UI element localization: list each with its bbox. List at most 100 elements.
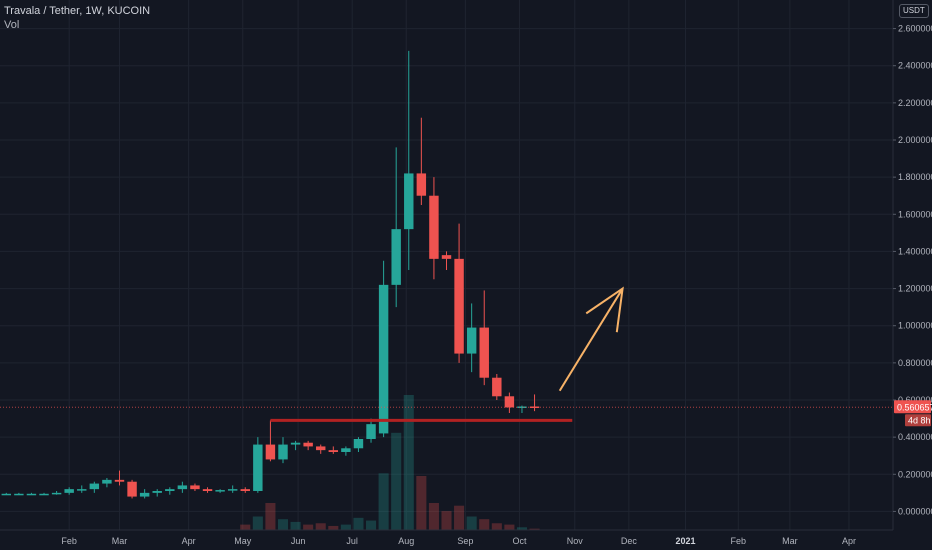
candle-body bbox=[366, 424, 376, 439]
volume-bars bbox=[240, 395, 540, 530]
candle-body bbox=[77, 489, 87, 491]
candle-body bbox=[39, 493, 49, 496]
volume-bar bbox=[441, 511, 452, 530]
price-tick-label: 0.600000 bbox=[898, 395, 932, 405]
trend-arrow-head bbox=[585, 286, 624, 333]
candle-body bbox=[378, 284, 389, 434]
candle-body bbox=[253, 444, 263, 491]
volume-bar bbox=[491, 523, 502, 530]
time-tick-label: Feb bbox=[731, 536, 747, 546]
candle-body bbox=[64, 489, 74, 493]
candle-body bbox=[290, 442, 301, 445]
time-tick-label: 2021 bbox=[675, 536, 695, 546]
countdown-box bbox=[905, 414, 931, 427]
candle-body bbox=[190, 485, 200, 490]
price-tick-label: 0.000000 bbox=[898, 506, 932, 516]
volume-label[interactable]: Vol bbox=[4, 19, 20, 31]
volume-bar bbox=[479, 519, 490, 530]
price-tick-label: 1.400000 bbox=[898, 246, 932, 256]
candle-body bbox=[265, 444, 276, 460]
candle-body bbox=[404, 173, 414, 230]
candle-body bbox=[391, 229, 401, 285]
candle-body bbox=[479, 327, 489, 378]
candle-body bbox=[341, 448, 351, 452]
candle-body bbox=[26, 493, 37, 496]
candle-body bbox=[416, 173, 427, 196]
candle-body bbox=[278, 444, 288, 460]
price-tick-label: 2.000000 bbox=[898, 135, 932, 145]
countdown-value: 4d 8h bbox=[908, 415, 931, 425]
price-tick-label: 0.400000 bbox=[898, 432, 932, 442]
volume-bar bbox=[340, 524, 351, 530]
candle-body bbox=[152, 491, 162, 493]
candle-body bbox=[114, 479, 125, 482]
drawings[interactable] bbox=[0, 286, 893, 422]
candle-body bbox=[102, 479, 112, 484]
volume-bar bbox=[466, 516, 477, 530]
candle-body bbox=[14, 493, 24, 496]
price-axis[interactable]: 0.000000 0.200000 0.400000 0.600000 0.800000… bbox=[892, 0, 932, 550]
volume-bar bbox=[240, 524, 251, 530]
price-tick-label: 1.200000 bbox=[898, 284, 932, 294]
candle-body bbox=[466, 327, 477, 354]
time-axis[interactable]: Feb Mar Apr May Jun Jul Aug Sep Oct Nov Dec 2021 Feb… bbox=[0, 529, 932, 550]
volume-bar bbox=[303, 524, 314, 530]
volume-bar bbox=[290, 521, 301, 530]
volume-bar bbox=[328, 525, 339, 530]
time-tick-label: Feb bbox=[61, 536, 77, 546]
chart-legend: Travala / Tether, 1W, KUCOIN Vol bbox=[4, 4, 150, 32]
candle-body bbox=[227, 489, 238, 491]
currency-button[interactable]: USDT bbox=[899, 4, 929, 18]
candle-body bbox=[127, 481, 137, 497]
candle-body bbox=[353, 439, 364, 449]
volume-bar bbox=[416, 476, 427, 530]
candlesticks bbox=[1, 50, 540, 499]
price-tick-label: 0.200000 bbox=[898, 469, 932, 479]
candle-body bbox=[51, 492, 62, 495]
price-tick-label: 1.000000 bbox=[898, 321, 932, 331]
volume-bar bbox=[454, 505, 465, 530]
last-price-tag: 0.560657 4d 8h bbox=[894, 400, 932, 427]
last-price-value: 0.560657 bbox=[897, 402, 932, 412]
time-tick-label: Mar bbox=[782, 536, 798, 546]
candle-body bbox=[492, 377, 502, 397]
time-tick-label: Oct bbox=[512, 536, 527, 546]
time-tick-label: Nov bbox=[567, 536, 584, 546]
volume-bar bbox=[265, 503, 276, 530]
candle-body bbox=[165, 489, 175, 491]
last-price-box bbox=[894, 400, 931, 414]
volume-bar bbox=[529, 528, 540, 530]
volume-bar bbox=[428, 503, 439, 530]
candle-body bbox=[517, 406, 527, 408]
volume-bar bbox=[252, 516, 263, 530]
time-tick-label: Apr bbox=[842, 536, 856, 546]
time-tick-label: May bbox=[234, 536, 252, 546]
time-tick-label: Dec bbox=[621, 536, 638, 546]
candle-body bbox=[441, 255, 452, 259]
candle-body bbox=[240, 489, 250, 491]
volume-bar bbox=[366, 520, 377, 530]
trend-arrow-shaft bbox=[558, 288, 624, 392]
time-tick-label: Jun bbox=[291, 536, 306, 546]
candle-body bbox=[215, 490, 225, 492]
candle-body bbox=[504, 396, 515, 408]
symbol-title[interactable]: Travala / Tether, 1W, KUCOIN bbox=[4, 5, 151, 17]
candle-body bbox=[454, 258, 464, 354]
price-tick-label: 1.800000 bbox=[898, 172, 932, 182]
candle-body bbox=[139, 492, 150, 497]
price-tick-label: 0.800000 bbox=[898, 358, 932, 368]
price-tick-label: 2.600000 bbox=[898, 24, 932, 34]
time-tick-label: Aug bbox=[398, 536, 414, 546]
time-tick-label: Mar bbox=[112, 536, 128, 546]
time-axis-bg bbox=[0, 530, 932, 550]
time-tick-label: Jul bbox=[346, 536, 358, 546]
price-tick-label: 2.200000 bbox=[898, 98, 932, 108]
volume-bar bbox=[277, 519, 289, 530]
volume-bar bbox=[403, 395, 414, 530]
volume-bar bbox=[516, 527, 527, 530]
candle-body bbox=[303, 442, 313, 447]
volume-bar bbox=[353, 517, 364, 530]
volume-bar bbox=[315, 523, 326, 530]
price-tick-label: 2.400000 bbox=[898, 61, 932, 71]
